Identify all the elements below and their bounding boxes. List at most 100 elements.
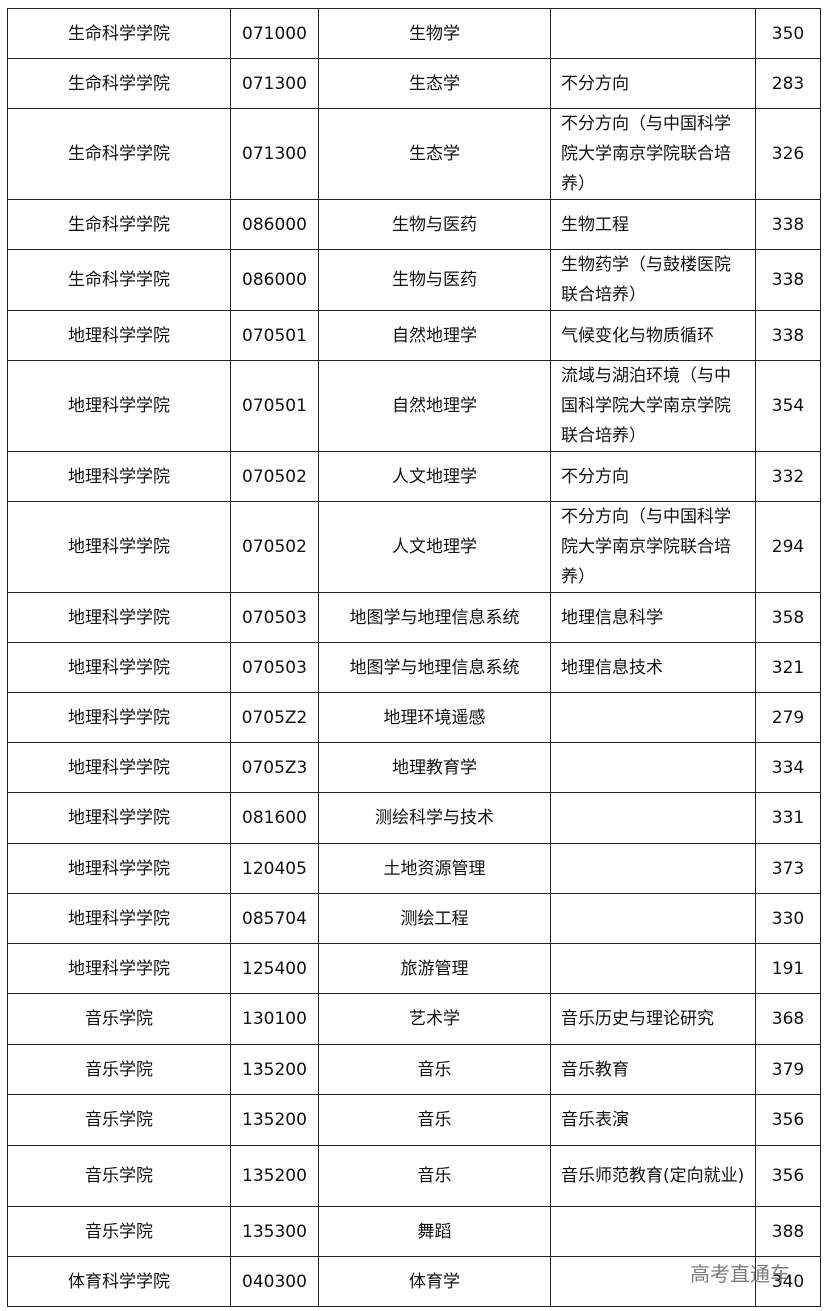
table-cell: 生物药学（与鼓楼医院联合培养） [550, 249, 756, 311]
table-cell: 294 [755, 501, 821, 593]
table-cell [550, 943, 756, 994]
table-cell: 地理科学学院 [7, 592, 231, 643]
table-row: 地理科学学院 070503 地图学与地理信息系统 地理信息技术 321 [7, 642, 821, 693]
table-cell [550, 8, 756, 59]
table-cell: 334 [755, 742, 821, 793]
table-cell: 生物工程 [550, 199, 756, 250]
table-cell: 音乐学院 [7, 1145, 231, 1207]
table-cell: 生命科学学院 [7, 58, 231, 109]
table-row: 音乐学院 135200 音乐 音乐师范教育(定向就业) 356 [7, 1145, 821, 1207]
table-cell: 338 [755, 310, 821, 361]
table-row: 生命科学学院 071000 生物学 350 [7, 8, 821, 59]
watermark: 高考直通车 [690, 1262, 790, 1286]
table-cell: 音乐历史与理论研究 [550, 993, 756, 1045]
table-cell: 071300 [230, 58, 319, 109]
table-cell: 生态学 [318, 58, 551, 109]
table-cell [550, 843, 756, 894]
table-row: 音乐学院 135200 音乐 音乐教育 379 [7, 1044, 821, 1095]
table-cell: 356 [755, 1094, 821, 1146]
table-cell: 388 [755, 1206, 821, 1257]
table-cell: 流域与湖泊环境（与中国科学院大学南京学院联合培养） [550, 360, 756, 452]
table-cell: 0705Z3 [230, 742, 319, 793]
table-cell: 测绘科学与技术 [318, 792, 551, 844]
table-cell: 071000 [230, 8, 319, 59]
table-cell: 地理环境遥感 [318, 692, 551, 743]
table-row: 地理科学学院 070503 地图学与地理信息系统 地理信息科学 358 [7, 592, 821, 643]
table-cell: 125400 [230, 943, 319, 994]
table-cell: 356 [755, 1145, 821, 1207]
table-cell: 地理科学学院 [7, 742, 231, 793]
table-cell: 人文地理学 [318, 451, 551, 502]
table-cell [550, 893, 756, 944]
table-cell: 体育学 [318, 1256, 551, 1307]
table-cell: 音乐学院 [7, 1206, 231, 1257]
table-row: 音乐学院 135300 舞蹈 388 [7, 1206, 821, 1257]
table-cell: 音乐 [318, 1044, 551, 1095]
table-cell: 040300 [230, 1256, 319, 1307]
table-cell: 070501 [230, 310, 319, 361]
table-cell: 生物与医药 [318, 249, 551, 311]
table-row: 地理科学学院 0705Z3 地理教育学 334 [7, 742, 821, 793]
table-row: 生命科学学院 071300 生态学 不分方向 283 [7, 58, 821, 109]
table-cell: 070502 [230, 501, 319, 593]
table-cell: 070503 [230, 642, 319, 693]
table-cell: 地理信息技术 [550, 642, 756, 693]
table-cell: 地理信息科学 [550, 592, 756, 643]
table-cell [550, 742, 756, 793]
table-row: 体育科学学院 040300 体育学 340 [7, 1256, 821, 1307]
table-row: 地理科学学院 0705Z2 地理环境遥感 279 [7, 692, 821, 743]
table-cell: 音乐学院 [7, 1044, 231, 1095]
table-cell: 321 [755, 642, 821, 693]
table-cell: 326 [755, 108, 821, 200]
table-cell: 地理科学学院 [7, 692, 231, 743]
table-cell: 地理科学学院 [7, 501, 231, 593]
table-cell: 舞蹈 [318, 1206, 551, 1257]
table-cell: 地图学与地理信息系统 [318, 642, 551, 693]
table-row: 地理科学学院 070501 自然地理学 气候变化与物质循环 338 [7, 310, 821, 361]
table-cell: 191 [755, 943, 821, 994]
table-cell: 土地资源管理 [318, 843, 551, 894]
table-cell: 135200 [230, 1094, 319, 1146]
table-row: 地理科学学院 081600 测绘科学与技术 331 [7, 792, 821, 844]
table-cell: 旅游管理 [318, 943, 551, 994]
table-cell: 130100 [230, 993, 319, 1045]
table-cell: 地理科学学院 [7, 642, 231, 693]
table-cell: 283 [755, 58, 821, 109]
table-cell: 070502 [230, 451, 319, 502]
table-cell: 071300 [230, 108, 319, 200]
table-cell: 338 [755, 249, 821, 311]
table-cell: 音乐师范教育(定向就业) [550, 1145, 756, 1207]
table-cell: 373 [755, 843, 821, 894]
table-cell [550, 792, 756, 844]
table-cell: 地理科学学院 [7, 451, 231, 502]
table-cell: 体育科学学院 [7, 1256, 231, 1307]
table-row: 生命科学学院 086000 生物与医药 生物工程 338 [7, 199, 821, 250]
table-cell: 不分方向 [550, 451, 756, 502]
table-cell: 330 [755, 893, 821, 944]
table-cell: 测绘工程 [318, 893, 551, 944]
table-row: 生命科学学院 086000 生物与医药 生物药学（与鼓楼医院联合培养） 338 [7, 249, 821, 311]
table-row: 地理科学学院 070501 自然地理学 流域与湖泊环境（与中国科学院大学南京学院联合培… [7, 360, 821, 452]
table-row: 地理科学学院 070502 人文地理学 不分方向 332 [7, 451, 821, 502]
table-cell: 不分方向 [550, 58, 756, 109]
table-cell: 340 [755, 1256, 821, 1307]
table-cell: 331 [755, 792, 821, 844]
table-cell: 070501 [230, 360, 319, 452]
table-cell [550, 1206, 756, 1257]
table-row: 音乐学院 130100 艺术学 音乐历史与理论研究 368 [7, 993, 821, 1045]
table-cell: 地理科学学院 [7, 943, 231, 994]
table-row: 地理科学学院 085704 测绘工程 330 [7, 893, 821, 944]
table-cell: 070503 [230, 592, 319, 643]
table-cell: 生态学 [318, 108, 551, 200]
table-cell: 358 [755, 592, 821, 643]
table-cell: 368 [755, 993, 821, 1045]
table-cell: 086000 [230, 199, 319, 250]
score-table: 生命科学学院 071000 生物学 350 生命科学学院 071300 生态学 不分方向 283… [7, 8, 821, 1307]
table-row: 地理科学学院 125400 旅游管理 191 [7, 943, 821, 994]
table-cell: 地图学与地理信息系统 [318, 592, 551, 643]
table-cell: 地理教育学 [318, 742, 551, 793]
table-row: 生命科学学院 071300 生态学 不分方向（与中国科学院大学南京学院联合培养） 326 [7, 108, 821, 200]
table-cell: 生命科学学院 [7, 249, 231, 311]
table-cell: 气候变化与物质循环 [550, 310, 756, 361]
